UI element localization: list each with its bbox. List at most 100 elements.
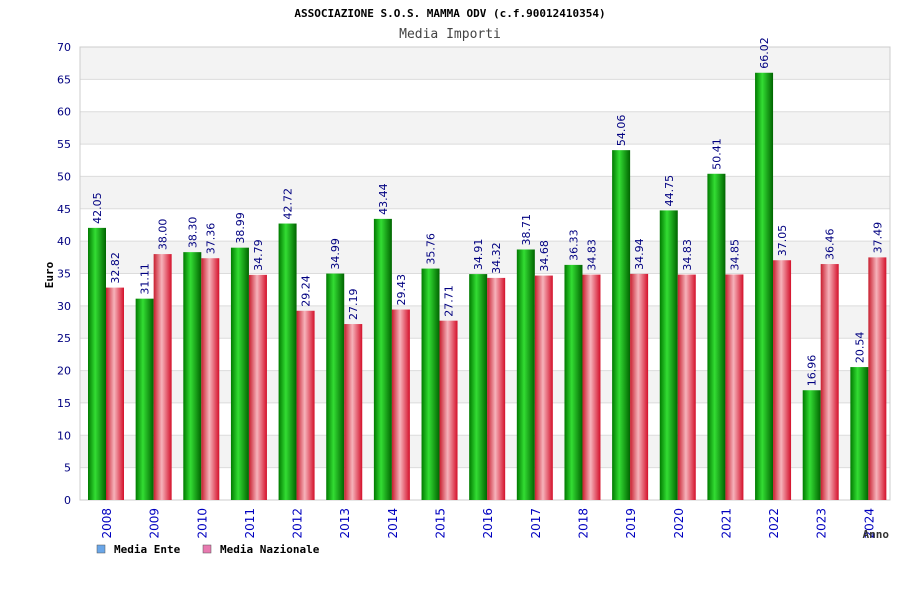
y-tick-label: 55	[57, 138, 71, 151]
bar-media-ente	[564, 264, 583, 500]
x-tick-label: 2018	[576, 508, 590, 539]
bar-media-ente	[183, 252, 202, 500]
data-label: 27.71	[443, 285, 456, 317]
y-tick-label: 10	[57, 429, 71, 442]
data-label: 42.72	[282, 188, 295, 220]
y-tick-label: 60	[57, 106, 71, 119]
data-label: 38.71	[520, 214, 533, 246]
data-label: 50.41	[710, 138, 723, 170]
data-label: 37.49	[871, 222, 884, 254]
data-label: 66.02	[758, 37, 771, 69]
legend-swatch	[96, 544, 106, 554]
y-tick-label: 40	[57, 235, 71, 248]
bar-media-ente	[373, 218, 392, 500]
bar-media-ente	[802, 390, 821, 500]
plot-band	[80, 79, 890, 112]
x-tick-label: 2020	[672, 508, 686, 539]
x-tick-label: 2021	[719, 508, 733, 539]
bar-media-ente	[755, 72, 774, 500]
bars: 42.05 31.11 38.30 38.99 42.72 34.99 43.44 35.76…	[88, 37, 887, 501]
x-tick-label: 2010	[195, 508, 209, 539]
y-tick-label: 15	[57, 397, 71, 410]
bar-media-nazionale	[820, 264, 839, 500]
x-tick-label: 2012	[291, 508, 305, 539]
data-label: 37.05	[776, 225, 789, 257]
bar-media-ente	[612, 150, 631, 500]
bar-media-nazionale	[630, 273, 649, 500]
x-tick-label: 2019	[624, 508, 638, 539]
y-tick-label: 45	[57, 203, 71, 216]
data-label: 42.05	[91, 192, 104, 224]
legend-swatch	[202, 544, 212, 554]
bar-media-ente	[326, 273, 345, 500]
bar-media-ente	[230, 247, 249, 500]
bar-media-nazionale	[201, 258, 220, 500]
bar-media-nazionale	[391, 309, 410, 500]
x-tick-label: 2015	[434, 508, 448, 539]
bar-media-ente	[707, 173, 726, 501]
data-label: 29.24	[300, 275, 313, 307]
data-label: 34.85	[728, 239, 741, 271]
bar-media-ente	[421, 268, 440, 500]
x-tick-label: 2011	[243, 508, 257, 539]
data-label: 34.94	[633, 238, 646, 270]
y-axis-label: Euro	[43, 261, 56, 288]
x-tick-label: 2023	[815, 508, 829, 539]
data-label: 27.19	[347, 289, 360, 321]
x-tick-label: 2013	[338, 508, 352, 539]
chart-subtitle: Media Importi	[399, 27, 501, 42]
x-tick-label: 2008	[100, 508, 114, 539]
bar-media-nazionale	[344, 324, 363, 500]
data-label: 29.43	[395, 274, 408, 306]
bar-media-ente	[88, 227, 106, 500]
data-label: 31.11	[139, 263, 152, 295]
bar-media-ente	[850, 367, 869, 500]
data-label: 34.83	[681, 239, 694, 271]
bar-media-nazionale	[582, 274, 601, 500]
y-axis: 0 5 10 15 20 25 30 35 40 45 50 55 60 65 70	[57, 41, 71, 507]
legend-label: Media Nazionale	[220, 543, 320, 556]
bar-media-nazionale	[248, 274, 267, 500]
data-label: 16.96	[806, 355, 819, 387]
data-label: 20.54	[853, 332, 866, 364]
data-label: 36.33	[567, 229, 580, 261]
bar-media-ente	[516, 249, 535, 500]
data-label: 34.68	[538, 240, 551, 272]
legend-label: Media Ente	[114, 543, 181, 556]
y-tick-label: 5	[64, 462, 71, 475]
data-label: 37.36	[204, 223, 217, 255]
x-tick-label: 2017	[529, 508, 543, 539]
chart-title: ASSOCIAZIONE S.O.S. MAMMA ODV (c.f.90012…	[294, 7, 605, 20]
bar-media-nazionale	[439, 320, 458, 500]
bar-media-nazionale	[534, 275, 553, 500]
data-label: 44.75	[663, 175, 676, 207]
y-tick-label: 0	[64, 494, 71, 507]
data-label: 34.79	[252, 239, 265, 271]
bar-media-nazionale	[106, 287, 124, 500]
y-tick-label: 70	[57, 41, 71, 54]
x-tick-label: 2009	[148, 508, 162, 539]
x-tick-label: 2024	[862, 508, 876, 539]
y-tick-label: 65	[57, 73, 71, 86]
x-tick-label: 2022	[767, 508, 781, 539]
bar-media-nazionale	[296, 310, 315, 500]
data-label: 36.46	[824, 229, 837, 261]
data-label: 38.99	[234, 212, 247, 243]
data-label: 38.00	[157, 219, 170, 251]
bar-media-nazionale	[725, 274, 744, 500]
data-label: 32.82	[109, 252, 122, 284]
plot-band	[80, 176, 890, 209]
bar-media-nazionale	[677, 274, 696, 500]
y-tick-label: 25	[57, 332, 71, 345]
x-tick-label: 2014	[386, 508, 400, 539]
data-label: 43.44	[377, 183, 390, 215]
y-tick-label: 50	[57, 170, 71, 183]
data-label: 34.32	[490, 242, 503, 274]
plot-band	[80, 47, 890, 80]
bar-media-nazionale	[153, 254, 172, 500]
bar-media-ente	[659, 210, 678, 500]
bar-media-ente	[469, 274, 488, 500]
data-label: 34.83	[585, 239, 598, 271]
bar-media-ente	[135, 298, 154, 500]
